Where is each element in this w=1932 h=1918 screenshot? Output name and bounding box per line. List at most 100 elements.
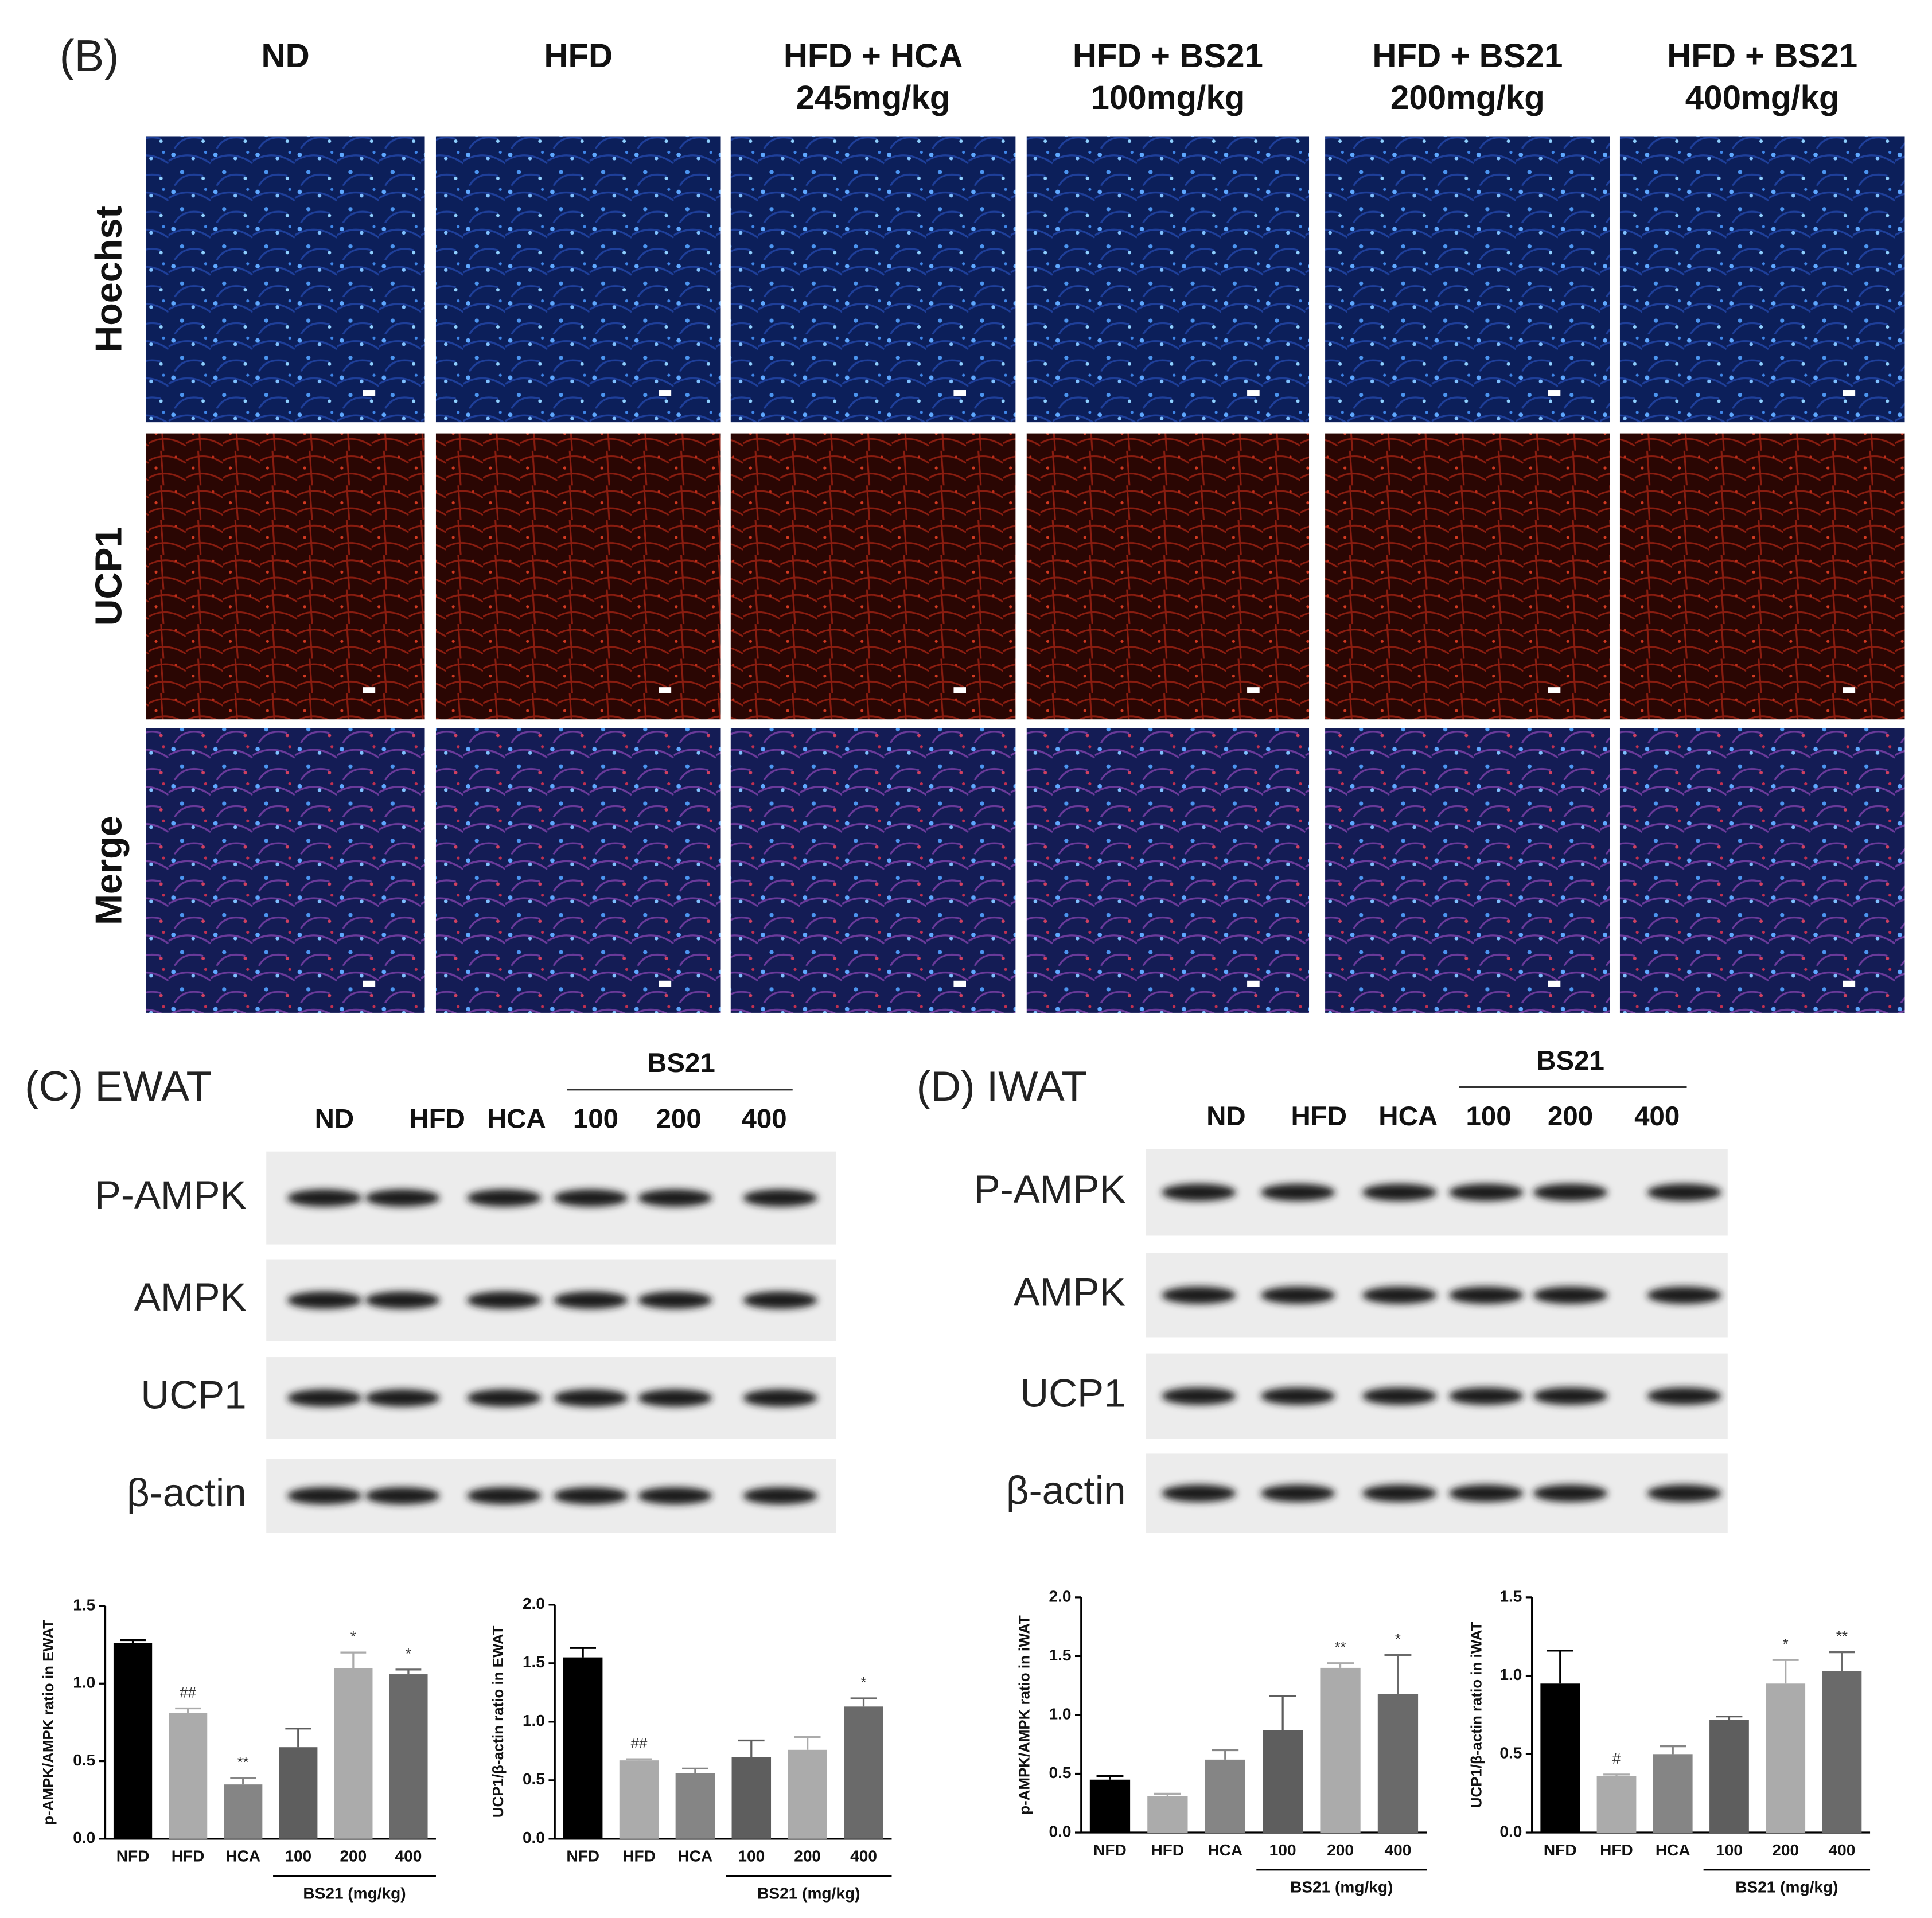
y-tick-label: 0.5 (1499, 1744, 1522, 1762)
row-label: UCP1 (87, 527, 129, 626)
column-header: 200mg/kg (1390, 79, 1545, 116)
error-bar (1660, 1745, 1686, 1755)
error-bar (340, 1651, 367, 1668)
significance-mark: ** (237, 1755, 249, 1771)
lane-label: 400 (741, 1104, 786, 1134)
error-bar (395, 1668, 422, 1675)
bar (1596, 1776, 1637, 1833)
x-tick-label: 100 (1269, 1841, 1296, 1859)
blot-band (743, 1291, 817, 1309)
lane-label: HCA (487, 1104, 546, 1134)
y-tick-label: 2.0 (1049, 1587, 1072, 1605)
error-bar (120, 1639, 146, 1643)
y-tick-label: 0.5 (523, 1770, 545, 1788)
blot-band (1449, 1387, 1524, 1405)
bar (788, 1749, 827, 1839)
x-tick-label: HCA (1656, 1841, 1690, 1859)
micrograph (435, 728, 721, 1013)
bar (844, 1706, 883, 1839)
panel-label: (B) (60, 32, 119, 81)
bar (1766, 1683, 1806, 1833)
scale-bar (1548, 980, 1561, 987)
blot-band (637, 1291, 712, 1309)
scale-bar (659, 687, 672, 693)
blot-label: UCP1 (141, 1373, 246, 1417)
blot-band (365, 1389, 440, 1407)
scale-bar (659, 390, 672, 396)
lane-label: HFD (409, 1104, 465, 1134)
y-tick-label: 1.0 (1499, 1666, 1522, 1683)
error-bar (1154, 1792, 1181, 1796)
x-tick-label: 100 (1716, 1841, 1743, 1859)
blot-band (743, 1487, 817, 1504)
column-header: 100mg/kg (1090, 79, 1245, 116)
blot-band (1260, 1387, 1335, 1405)
blot-band (466, 1189, 542, 1207)
micrograph (730, 728, 1016, 1013)
micrograph (1026, 433, 1310, 720)
blot-band (1260, 1484, 1335, 1502)
x-tick-label: 200 (1772, 1841, 1799, 1859)
blot-band (466, 1487, 542, 1504)
error-bar (682, 1767, 708, 1773)
error-bar (1772, 1659, 1799, 1684)
group-label: BS21 (647, 1048, 715, 1078)
group-label: BS21 (mg/kg) (303, 1884, 406, 1902)
scale-bar (659, 980, 672, 987)
x-tick-label: HFD (1151, 1841, 1185, 1859)
blot-band (1533, 1183, 1608, 1202)
bar (1653, 1754, 1693, 1833)
scale-bar (1247, 390, 1260, 396)
error-bar (175, 1707, 201, 1713)
group-label: BS21 (mg/kg) (757, 1884, 860, 1902)
blot-band (743, 1389, 817, 1407)
x-tick-label: NFD (116, 1847, 150, 1865)
significance-mark: ** (1334, 1640, 1346, 1656)
column-header: HFD + BS21 (1073, 37, 1263, 75)
blot-band (1449, 1287, 1524, 1304)
y-tick-label: 1.5 (523, 1653, 545, 1671)
x-tick-label: HFD (172, 1847, 205, 1865)
panel-label: (D) IWAT (917, 1063, 1088, 1110)
blot-label: UCP1 (1020, 1370, 1125, 1415)
significance-mark: * (860, 1675, 866, 1691)
micrograph (1325, 728, 1610, 1013)
blot-band (1162, 1387, 1236, 1405)
blot-band (1449, 1183, 1524, 1202)
blot-band (1647, 1287, 1721, 1304)
micrograph (1619, 433, 1905, 720)
micrograph (730, 136, 1016, 423)
blot-band (466, 1389, 542, 1407)
lane-label: 100 (573, 1104, 618, 1134)
x-tick-label: NFD (566, 1847, 599, 1865)
scale-bar (953, 390, 966, 396)
group-label: BS21 (1536, 1046, 1604, 1076)
blot-band (1647, 1484, 1721, 1502)
blot-band (1362, 1484, 1437, 1502)
x-tick-label: 100 (285, 1847, 311, 1865)
blot-band (554, 1189, 628, 1207)
blot-band (554, 1291, 628, 1309)
blot-band (1533, 1484, 1608, 1502)
blot-band (1647, 1183, 1721, 1202)
column-header: HFD + BS21 (1372, 37, 1563, 75)
x-tick-label: 400 (395, 1847, 422, 1865)
blot-band (637, 1189, 712, 1207)
bar (168, 1713, 208, 1839)
y-tick-label: 1.0 (523, 1712, 545, 1729)
lane-label: 200 (1548, 1101, 1593, 1132)
error-bar (1384, 1654, 1412, 1694)
bar (334, 1668, 373, 1839)
blot-band (365, 1487, 440, 1504)
lane-label: ND (315, 1104, 355, 1134)
micrograph (1619, 728, 1905, 1013)
y-tick-label: 0.0 (523, 1829, 545, 1846)
bar (389, 1674, 428, 1839)
x-tick-label: 200 (1327, 1841, 1354, 1859)
x-tick-label: NFD (1544, 1841, 1577, 1859)
x-tick-label: 400 (850, 1847, 877, 1865)
significance-mark: * (1395, 1631, 1401, 1647)
column-header: HFD + BS21 (1667, 37, 1857, 75)
blot-band (554, 1389, 628, 1407)
